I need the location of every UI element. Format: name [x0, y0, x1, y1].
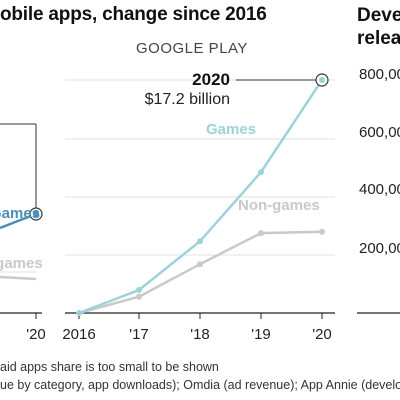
left-endpoint-dot: [33, 211, 39, 217]
footnote-line-1: aid apps share is too small to be shown: [0, 360, 219, 374]
x-tick-label: 2016: [62, 326, 95, 343]
x-tick-label: '17: [129, 326, 149, 343]
panel-subtitle: GOOGLE PLAY: [136, 40, 248, 57]
games-data-point: [136, 286, 142, 293]
non-games-data-point: [197, 261, 203, 268]
right-chart-title-line2: relea: [357, 28, 400, 49]
right-y-tick-label: 800,00: [359, 66, 400, 83]
chart-title: obile apps, change since 2016: [0, 4, 267, 25]
non-games-data-point: [258, 230, 264, 237]
right-panel: 800,00 600,00 400,00 200,00: [357, 66, 400, 314]
left-non-games-line: [0, 275, 37, 281]
middle-panel: 2016 '17 '18 '19 '20 2020 $17.2 billion Game…: [62, 70, 335, 343]
games-data-point: [258, 169, 264, 176]
right-y-tick-label: 600,00: [359, 124, 400, 141]
games-data-point: [197, 238, 203, 245]
annotation-value: $17.2 billion: [145, 91, 230, 108]
x-tick-label: '20: [312, 326, 332, 343]
left-games-label: Games: [0, 205, 40, 222]
right-chart-title: Deve relea: [357, 4, 400, 50]
right-y-tick-label: 200,00: [359, 240, 400, 257]
right-y-tick-label: 400,00: [359, 181, 400, 198]
games-series-label: Games: [206, 121, 256, 138]
right-chart-title-line1: Deve: [357, 5, 400, 26]
x-tick-label: '19: [251, 326, 271, 343]
non-games-data-point: [319, 228, 325, 235]
footnote-line-2: ue by category, app downloads); Omdia (a…: [0, 378, 400, 392]
games-data-point: [76, 310, 82, 316]
non-games-series-label: Non-games: [238, 197, 320, 214]
annotation-year: 2020: [192, 70, 230, 89]
x-tick-label: '18: [190, 326, 210, 343]
left-non-games-label: Non-games: [0, 255, 43, 272]
left-x-tick-label: '20: [26, 326, 46, 343]
left-panel: Games Non-games '20: [0, 123, 46, 343]
games-data-point: [319, 77, 325, 83]
non-games-data-point: [136, 293, 142, 300]
